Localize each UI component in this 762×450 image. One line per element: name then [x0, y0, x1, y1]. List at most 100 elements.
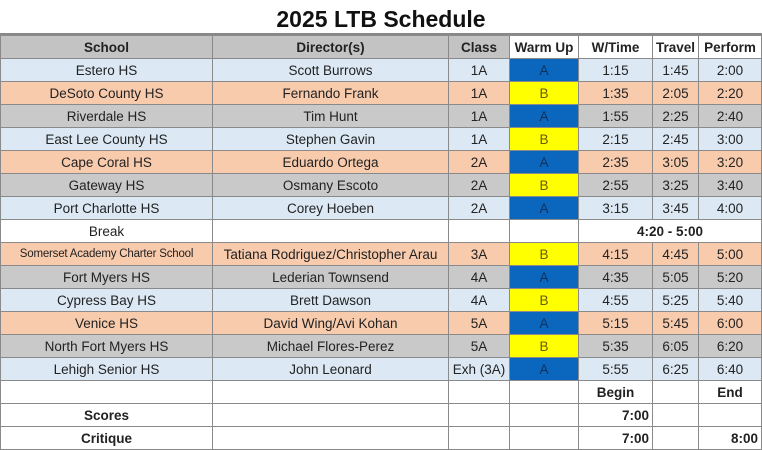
warmup-cell[interactable]: A: [509, 311, 579, 335]
empty-cell[interactable]: [652, 426, 699, 450]
director-cell[interactable]: Eduardo Ortega: [212, 150, 449, 174]
director-cell[interactable]: Osmany Escoto: [212, 173, 449, 197]
warmup-cell[interactable]: A: [509, 58, 579, 82]
w-time-cell[interactable]: 5:55: [578, 357, 653, 381]
class-cell[interactable]: 1A: [448, 104, 510, 128]
perform-cell[interactable]: 6:00: [698, 311, 762, 335]
perform-cell[interactable]: 5:40: [698, 288, 762, 312]
scores-end[interactable]: [698, 403, 762, 427]
class-cell[interactable]: 1A: [448, 127, 510, 151]
school-cell[interactable]: Cape Coral HS: [0, 150, 213, 174]
w-time-cell[interactable]: 4:15: [578, 242, 653, 266]
class-cell[interactable]: 2A: [448, 173, 510, 197]
class-cell[interactable]: 1A: [448, 81, 510, 105]
school-cell[interactable]: Venice HS: [0, 311, 213, 335]
w-time-cell[interactable]: 1:55: [578, 104, 653, 128]
begin-label[interactable]: Begin: [578, 380, 653, 404]
school-cell[interactable]: Riverdale HS: [0, 104, 213, 128]
break-label[interactable]: Break: [0, 219, 213, 243]
w-time-cell[interactable]: 5:35: [578, 334, 653, 358]
perform-cell[interactable]: 5:00: [698, 242, 762, 266]
school-cell[interactable]: Gateway HS: [0, 173, 213, 197]
warmup-cell[interactable]: B: [509, 334, 579, 358]
break-time[interactable]: 4:20 - 5:00: [578, 219, 762, 243]
w-time-cell[interactable]: 2:55: [578, 173, 653, 197]
school-cell[interactable]: East Lee County HS: [0, 127, 213, 151]
critique-begin[interactable]: 7:00: [578, 426, 653, 450]
w-time-cell[interactable]: 3:15: [578, 196, 653, 220]
travel-cell[interactable]: 4:45: [652, 242, 699, 266]
w-time-cell[interactable]: 4:35: [578, 265, 653, 289]
warmup-cell[interactable]: A: [509, 357, 579, 381]
class-cell[interactable]: 4A: [448, 265, 510, 289]
empty-cell[interactable]: [448, 403, 510, 427]
empty-cell[interactable]: [448, 219, 510, 243]
empty-cell[interactable]: [212, 426, 449, 450]
w-time-cell[interactable]: 1:15: [578, 58, 653, 82]
warmup-cell[interactable]: A: [509, 265, 579, 289]
travel-cell[interactable]: 2:05: [652, 81, 699, 105]
header-warm-up[interactable]: Warm Up: [509, 35, 579, 59]
critique-label[interactable]: Critique: [0, 426, 213, 450]
perform-cell[interactable]: 2:00: [698, 58, 762, 82]
class-cell[interactable]: 5A: [448, 311, 510, 335]
empty-cell[interactable]: [212, 380, 449, 404]
director-cell[interactable]: Fernando Frank: [212, 81, 449, 105]
empty-cell[interactable]: [0, 380, 213, 404]
end-label[interactable]: End: [698, 380, 762, 404]
scores-label[interactable]: Scores: [0, 403, 213, 427]
warmup-cell[interactable]: B: [509, 288, 579, 312]
director-cell[interactable]: Scott Burrows: [212, 58, 449, 82]
warmup-cell[interactable]: B: [509, 173, 579, 197]
scores-begin[interactable]: 7:00: [578, 403, 653, 427]
perform-cell[interactable]: 3:20: [698, 150, 762, 174]
warmup-cell[interactable]: B: [509, 242, 579, 266]
class-cell[interactable]: 5A: [448, 334, 510, 358]
travel-cell[interactable]: 1:45: [652, 58, 699, 82]
empty-cell[interactable]: [212, 219, 449, 243]
header-school[interactable]: School: [0, 35, 213, 59]
travel-cell[interactable]: 3:05: [652, 150, 699, 174]
class-cell[interactable]: 1A: [448, 58, 510, 82]
warmup-cell[interactable]: A: [509, 150, 579, 174]
class-cell[interactable]: 2A: [448, 150, 510, 174]
school-cell[interactable]: DeSoto County HS: [0, 81, 213, 105]
empty-cell[interactable]: [652, 380, 699, 404]
travel-cell[interactable]: 5:05: [652, 265, 699, 289]
w-time-cell[interactable]: 2:15: [578, 127, 653, 151]
director-cell[interactable]: Michael Flores-Perez: [212, 334, 449, 358]
school-cell[interactable]: Port Charlotte HS: [0, 196, 213, 220]
header-perform[interactable]: Perform: [698, 35, 762, 59]
empty-cell[interactable]: [652, 403, 699, 427]
school-cell[interactable]: North Fort Myers HS: [0, 334, 213, 358]
empty-cell[interactable]: [448, 380, 510, 404]
warmup-cell[interactable]: A: [509, 104, 579, 128]
director-cell[interactable]: Tim Hunt: [212, 104, 449, 128]
warmup-cell[interactable]: A: [509, 196, 579, 220]
w-time-cell[interactable]: 2:35: [578, 150, 653, 174]
travel-cell[interactable]: 2:45: [652, 127, 699, 151]
school-cell[interactable]: Fort Myers HS: [0, 265, 213, 289]
travel-cell[interactable]: 6:25: [652, 357, 699, 381]
header-class[interactable]: Class: [448, 35, 510, 59]
school-cell[interactable]: Cypress Bay HS: [0, 288, 213, 312]
director-cell[interactable]: Lederian Townsend: [212, 265, 449, 289]
perform-cell[interactable]: 5:20: [698, 265, 762, 289]
empty-cell[interactable]: [509, 219, 579, 243]
w-time-cell[interactable]: 1:35: [578, 81, 653, 105]
empty-cell[interactable]: [509, 403, 579, 427]
perform-cell[interactable]: 3:00: [698, 127, 762, 151]
school-cell[interactable]: Somerset Academy Charter School: [0, 242, 213, 266]
empty-cell[interactable]: [212, 403, 449, 427]
perform-cell[interactable]: 2:40: [698, 104, 762, 128]
w-time-cell[interactable]: 5:15: [578, 311, 653, 335]
header-travel[interactable]: Travel: [652, 35, 699, 59]
perform-cell[interactable]: 6:20: [698, 334, 762, 358]
director-cell[interactable]: Corey Hoeben: [212, 196, 449, 220]
director-cell[interactable]: Tatiana Rodriguez/Christopher Arau: [212, 242, 449, 266]
warmup-cell[interactable]: B: [509, 81, 579, 105]
header-w-time[interactable]: W/Time: [578, 35, 653, 59]
class-cell[interactable]: 3A: [448, 242, 510, 266]
director-cell[interactable]: David Wing/Avi Kohan: [212, 311, 449, 335]
empty-cell[interactable]: [509, 380, 579, 404]
